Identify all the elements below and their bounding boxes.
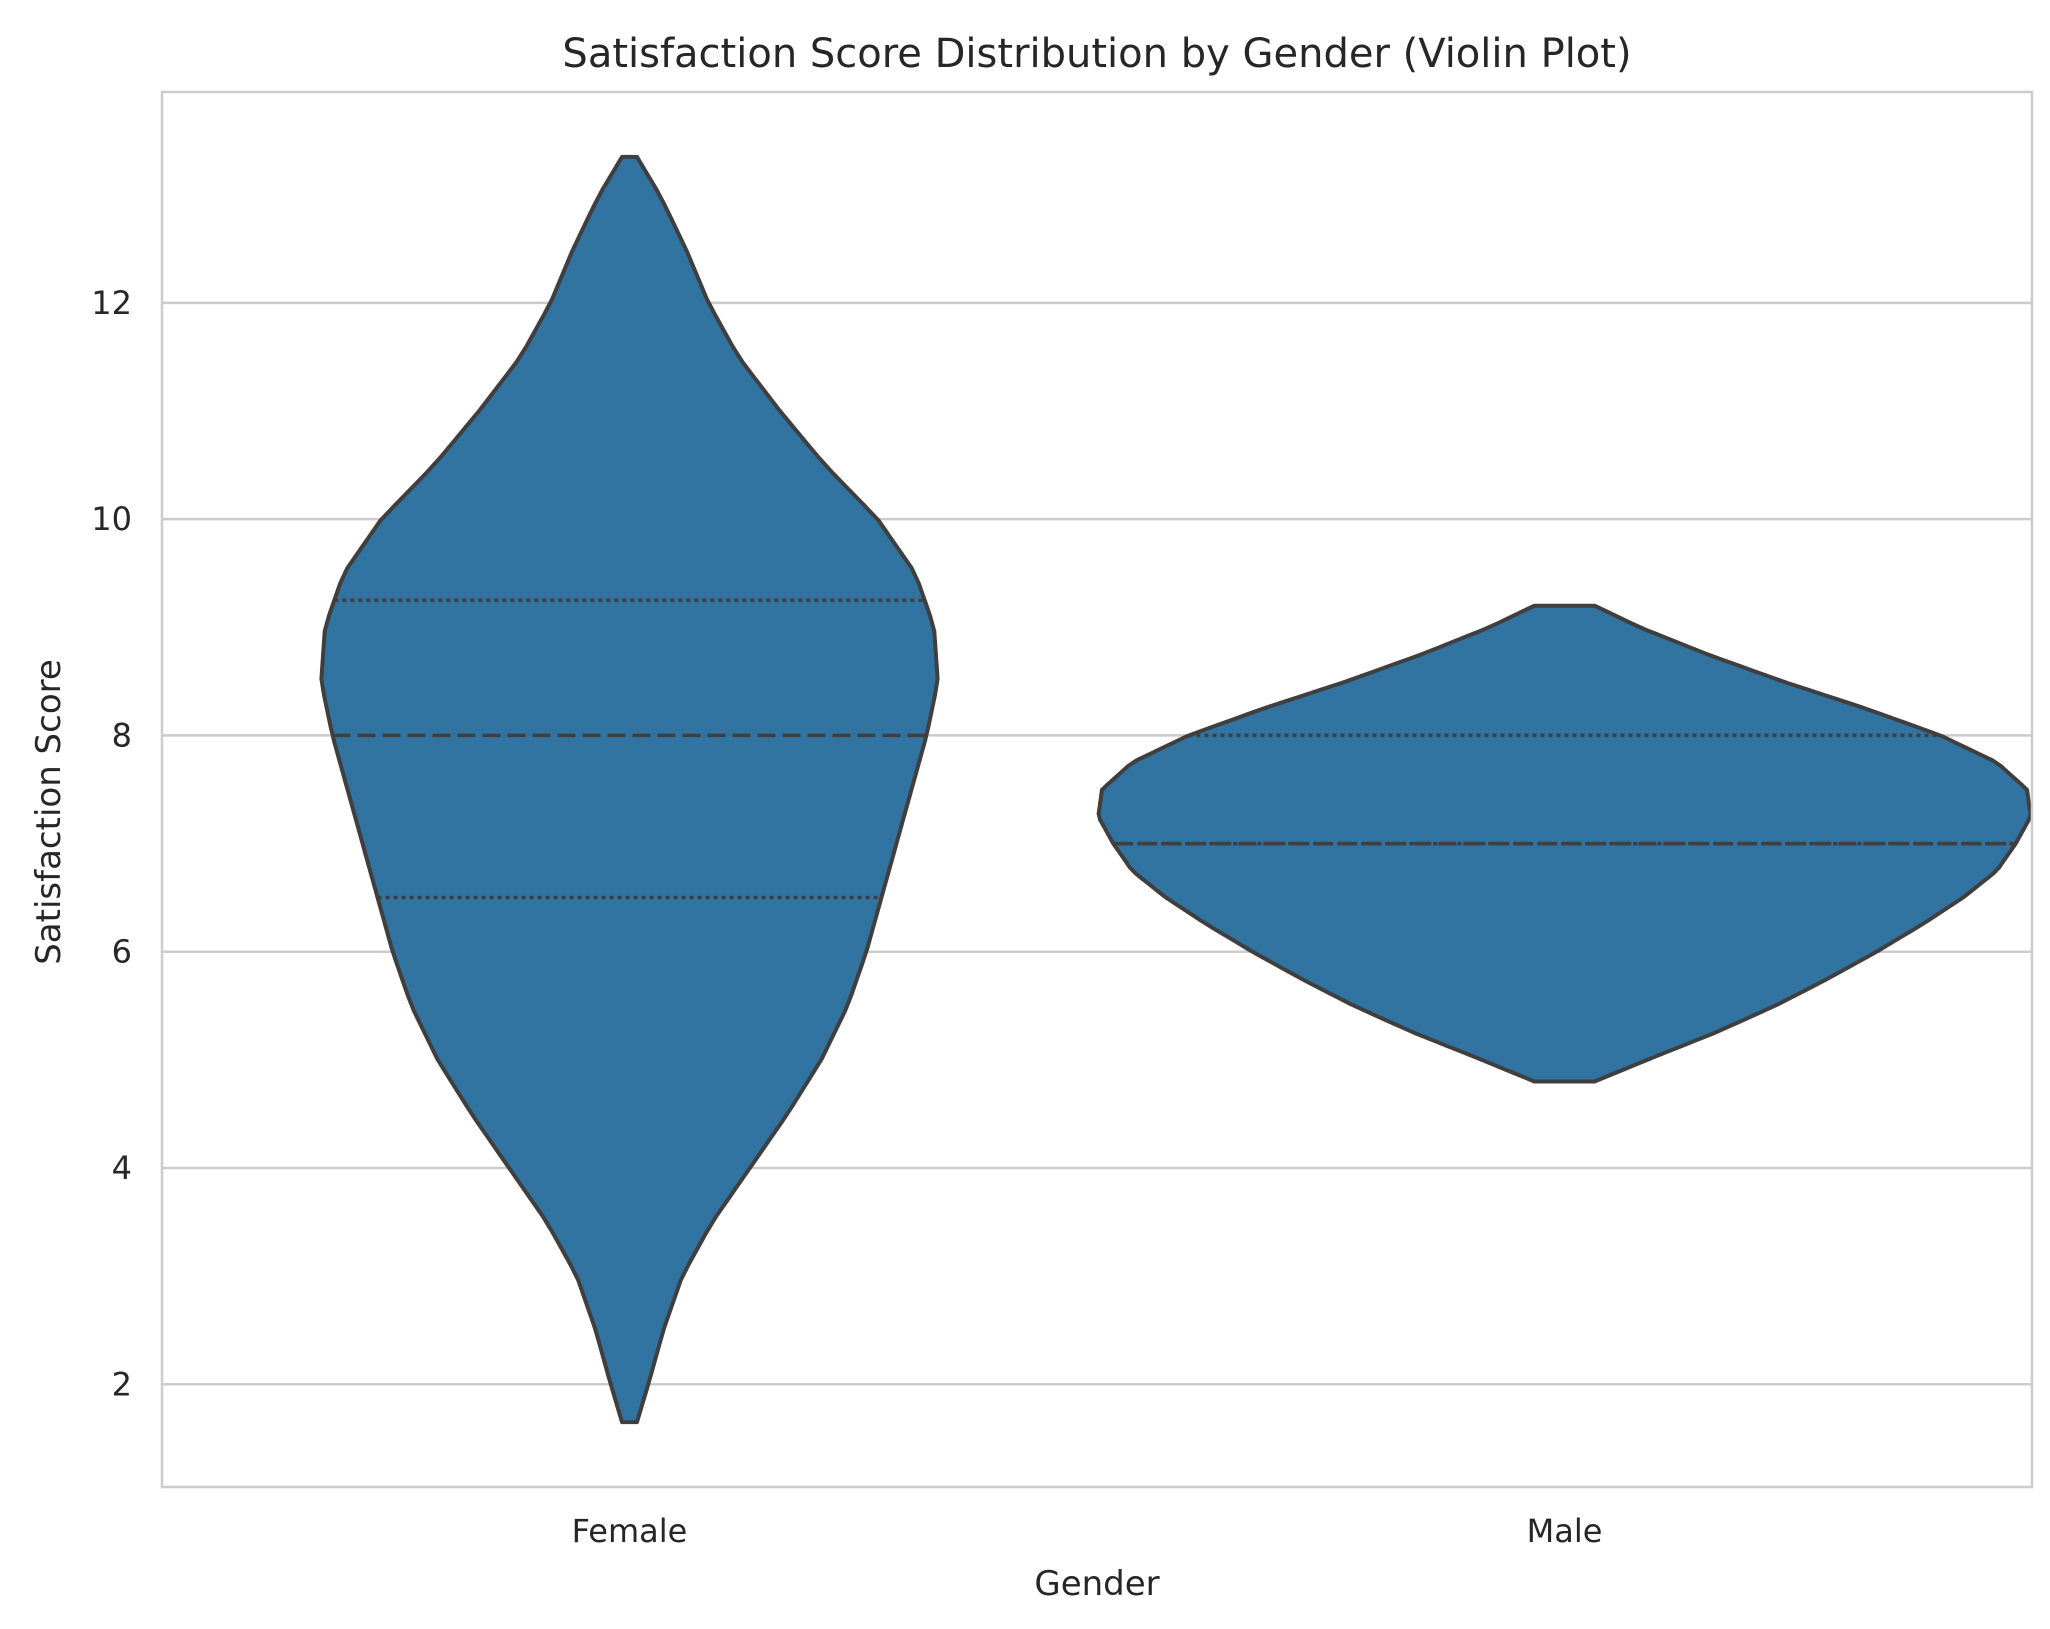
x-tick-label-female: Female: [572, 1512, 688, 1550]
violin-body-female: [319, 154, 940, 1425]
y-tick-label-2: 2: [112, 1365, 132, 1403]
violin-female: [319, 154, 940, 1425]
violins: [319, 154, 2033, 1425]
chart-title: Satisfaction Score Distribution by Gende…: [562, 31, 1631, 77]
x-axis-label: Gender: [1034, 1564, 1159, 1604]
y-tick-label-6: 6: [112, 933, 132, 971]
plot-frame: [160, 90, 2034, 1489]
y-tick-label-4: 4: [112, 1149, 132, 1187]
y-tick-label-8: 8: [112, 716, 132, 754]
y-tick-labels: 2 4 6 8 10 12: [91, 284, 132, 1403]
violin-male: [1096, 603, 2033, 1084]
x-tick-labels: Female Male: [572, 1512, 1603, 1550]
y-tick-label-10: 10: [91, 500, 132, 538]
x-tick-label-male: Male: [1527, 1512, 1603, 1550]
y-axis-label: Satisfaction Score: [29, 659, 69, 965]
y-tick-label-12: 12: [91, 284, 132, 322]
